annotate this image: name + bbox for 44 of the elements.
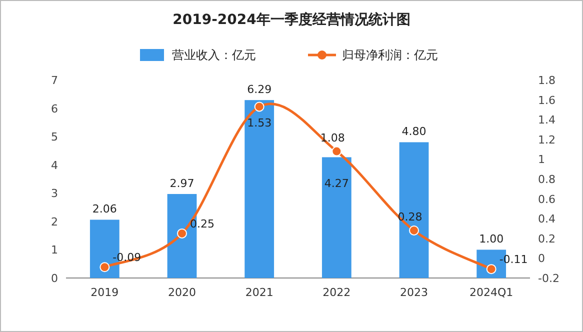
bar: [244, 100, 274, 278]
y2-tick-label: 1.4: [538, 114, 556, 127]
y2-tick-label: 0.6: [538, 192, 556, 206]
data-label: 1.00: [479, 232, 504, 246]
y2-tick-label: 1.2: [538, 133, 556, 146]
x-tick-label: 2019: [90, 286, 119, 299]
legend-label: 归母净利润：亿元: [342, 48, 438, 62]
data-label: 2.97: [170, 176, 194, 190]
bar: [322, 157, 352, 278]
point: [177, 228, 187, 238]
point: [486, 264, 496, 274]
y-tick-label: 2: [51, 215, 58, 228]
data-label: 6.29: [247, 83, 272, 96]
x-tick-label: 2021: [245, 286, 274, 299]
y2-tick-label: 1.6: [538, 94, 556, 107]
data-label: 4.27: [324, 177, 349, 190]
y2-tick-label: 0.2: [538, 232, 556, 246]
chart-title: 2019-2024年一季度经营情况统计图: [172, 11, 410, 28]
y-tick-label: 5: [51, 130, 58, 144]
y2-tick-label: 0.4: [538, 212, 556, 226]
y-tick-label: 0: [51, 272, 58, 285]
data-label: 2.06: [92, 202, 117, 216]
point: [100, 262, 110, 272]
point: [409, 225, 419, 236]
y2-tick-label: -0.2: [538, 272, 560, 285]
y-tick-label: 1: [51, 244, 58, 257]
x-tick-label: 2023: [400, 286, 428, 299]
y2-tick-label: 1.8: [538, 74, 556, 87]
y2-tick-label: 1: [538, 153, 545, 166]
x-tick-label: 2022: [322, 286, 351, 299]
y-tick-label: 6: [51, 102, 58, 116]
point: [254, 102, 264, 112]
point: [332, 146, 342, 156]
y2-tick-label: 0.8: [538, 173, 556, 186]
x-tick-label: 2024Q1: [470, 286, 514, 299]
data-label: 1.53: [247, 116, 272, 130]
y-tick-label: 3: [51, 187, 58, 200]
legend-label: 营业收入：亿元: [172, 48, 256, 62]
data-label: 4.80: [402, 125, 426, 138]
y-tick-label: 7: [51, 74, 58, 87]
y2-tick-label: 0: [538, 252, 545, 266]
y-tick-label: 4: [51, 158, 58, 172]
bar: [399, 142, 429, 278]
x-tick-label: 2020: [168, 286, 196, 299]
